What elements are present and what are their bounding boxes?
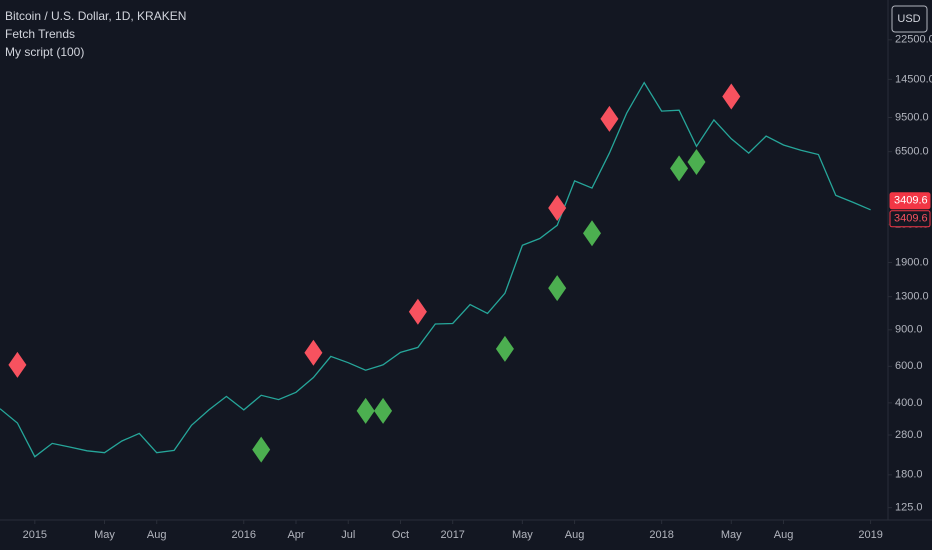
x-tick-label: May	[512, 529, 533, 541]
y-tick-label: 14500.0	[895, 73, 932, 85]
signal-marker	[374, 397, 393, 424]
y-tick-label: 600.0	[895, 360, 923, 372]
signal-marker	[495, 335, 514, 362]
last-price-box	[889, 192, 931, 210]
x-tick-label: 2017	[440, 529, 464, 541]
last-price-box	[889, 210, 931, 228]
x-tick-label: 2018	[649, 529, 673, 541]
signal-marker	[304, 339, 323, 366]
indicator-label: Fetch Trends	[5, 27, 75, 41]
currency-label[interactable]: USD	[897, 13, 920, 25]
signal-marker	[8, 351, 27, 378]
price-line	[0, 81, 871, 458]
x-tick-label: Oct	[392, 529, 409, 541]
signal-marker	[670, 155, 689, 182]
x-tick-label: 2016	[232, 529, 256, 541]
x-tick-label: May	[721, 529, 742, 541]
x-tick-label: Apr	[287, 529, 304, 541]
last-price-label: 3409.6	[894, 195, 928, 207]
signal-marker	[548, 194, 567, 221]
y-tick-label: 180.0	[895, 469, 923, 481]
y-tick-label: 280.0	[895, 429, 923, 441]
signal-marker	[408, 298, 427, 325]
signal-marker	[356, 397, 375, 424]
y-tick-label: 1300.0	[895, 291, 929, 303]
signal-marker	[583, 220, 601, 247]
y-tick-label: 1900.0	[895, 256, 929, 268]
signal-marker	[722, 83, 741, 110]
x-tick-label: Aug	[774, 529, 794, 541]
x-tick-label: Aug	[565, 529, 585, 541]
y-tick-label: 22500.0	[895, 34, 932, 46]
x-tick-label: May	[94, 529, 115, 541]
signal-marker	[548, 275, 567, 302]
x-tick-label: 2019	[858, 529, 882, 541]
currency-button[interactable]	[891, 5, 928, 33]
y-tick-label: 9500.0	[895, 111, 929, 123]
signal-marker	[600, 105, 619, 132]
y-tick-label: 125.0	[895, 502, 923, 514]
x-tick-label: 2015	[23, 529, 47, 541]
y-tick-label: 6500.0	[895, 146, 929, 158]
y-tick-label: 400.0	[895, 397, 923, 409]
x-tick-label: Aug	[147, 529, 167, 541]
signal-marker	[687, 148, 706, 175]
indicator-label: My script (100)	[5, 45, 84, 59]
last-price-label: 3409.6	[894, 213, 928, 225]
symbol-title: Bitcoin / U.S. Dollar, 1D, KRAKEN	[5, 9, 186, 23]
signal-marker	[252, 436, 271, 463]
x-tick-label: Jul	[341, 529, 355, 541]
y-tick-label: 900.0	[895, 324, 923, 336]
